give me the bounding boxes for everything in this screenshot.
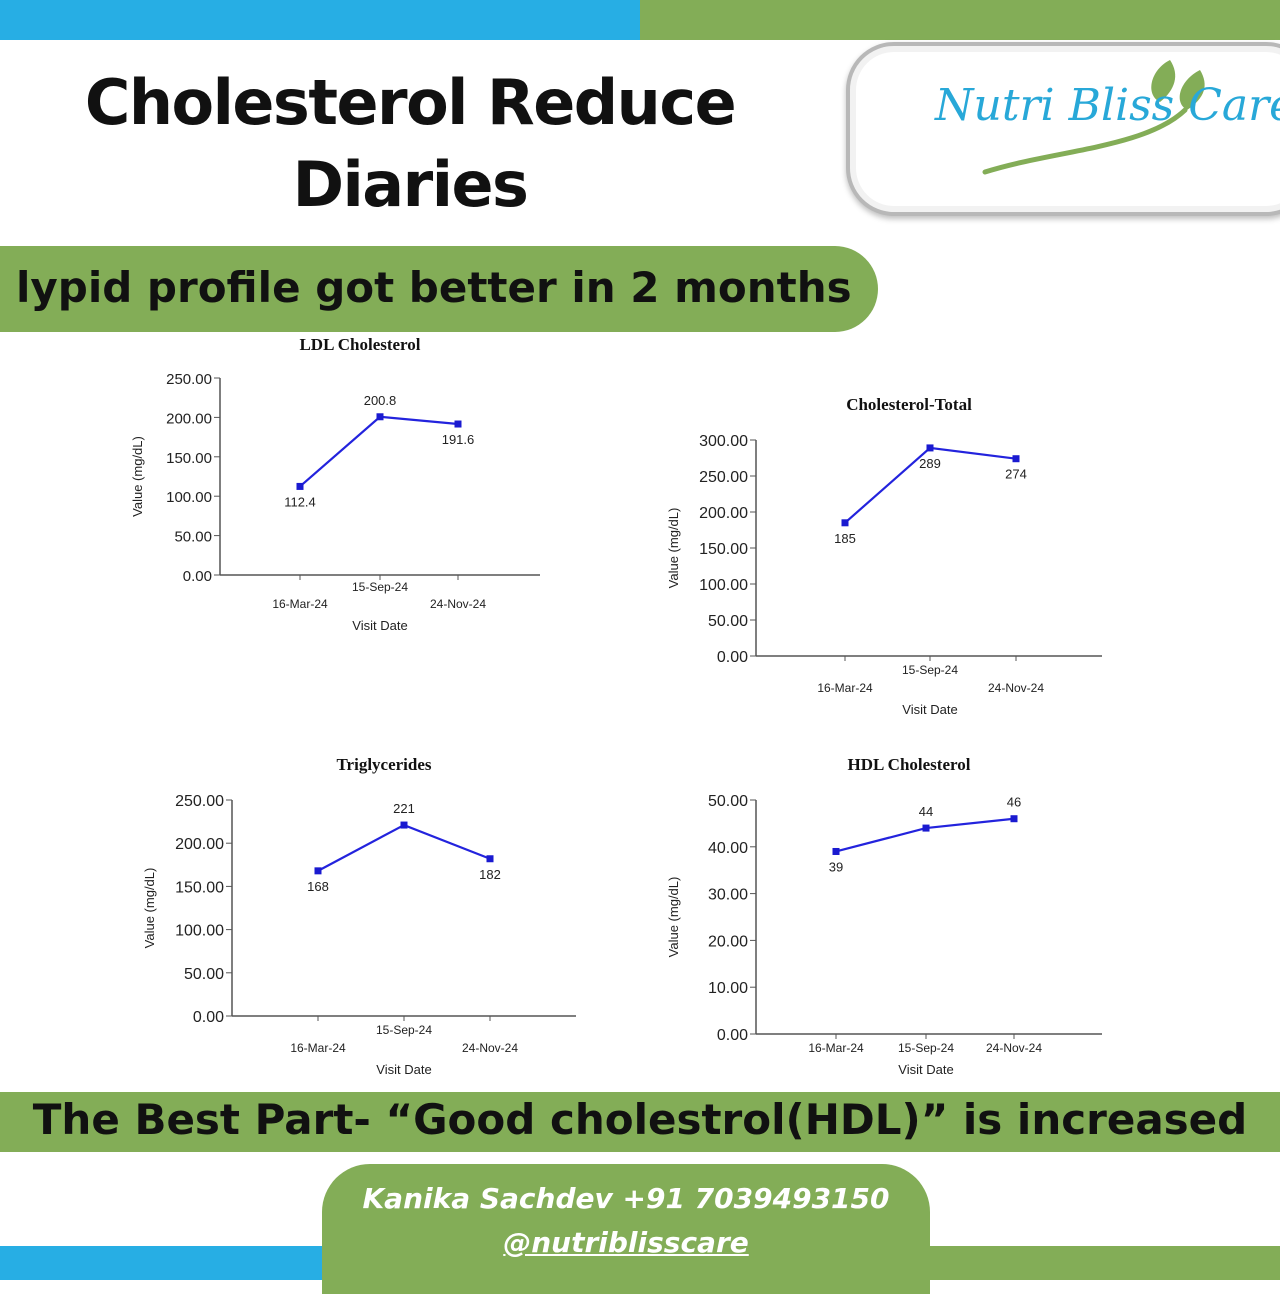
data-point-marker: [486, 855, 494, 863]
highlight-text: The Best Part- “Good cholestrol(HDL)” is…: [32, 1095, 1248, 1144]
data-label: 39: [829, 859, 843, 874]
leaf-swoosh-icon: [982, 60, 1205, 175]
y-tick-label: 40.00: [708, 840, 748, 857]
x-tick-label: 16-Mar-24: [290, 1041, 346, 1055]
data-label: 44: [919, 804, 933, 819]
data-point-marker: [296, 482, 304, 490]
triglycerides-chart: Triglycerides 0.00 50.00 100.00 150.00 200.00…: [142, 755, 576, 1077]
y-tick-label: 150.00: [166, 450, 212, 467]
series-line: [835, 817, 1015, 853]
chart-title: Triglycerides: [336, 755, 431, 774]
data-point-marker: [841, 519, 849, 527]
data-label: 289: [919, 456, 941, 471]
data-point-marker: [926, 444, 934, 452]
y-tick-label: 50.00: [174, 529, 212, 546]
y-tick-label: 200.00: [699, 505, 748, 522]
y-tick-label: 200.00: [166, 410, 212, 427]
title-line-2: Diaries: [292, 148, 529, 221]
y-tick-label: 0.00: [717, 649, 748, 666]
y-tick-label: 150.00: [175, 879, 224, 896]
logo-wordmark: Nutri Bliss Care: [935, 80, 1280, 131]
data-point-marker: [1010, 815, 1018, 823]
y-tick-label: 250.00: [166, 371, 212, 388]
series-line: [299, 415, 459, 488]
data-label: 112.4: [284, 494, 316, 509]
y-tick-label: 0.00: [183, 568, 212, 585]
subtitle-pill: [0, 246, 878, 332]
x-tick-label: 24-Nov-24: [430, 597, 486, 611]
chart-title: LDL Cholesterol: [299, 335, 420, 354]
y-tick-label: 200.00: [175, 836, 224, 853]
logo-card: [846, 42, 1280, 216]
contact-name-phone: Kanika Sachdev +91 7039493150: [362, 1182, 890, 1215]
chart-title: HDL Cholesterol: [848, 755, 971, 774]
y-tick-label: 20.00: [708, 933, 748, 950]
x-tick-label: 24-Nov-24: [986, 1041, 1042, 1055]
x-tick-label: 15-Sep-24: [902, 663, 958, 677]
data-point-marker: [1012, 455, 1020, 463]
page-title: Cholesterol Reduce Diaries: [40, 62, 780, 226]
hdl-cholesterol-chart: HDL Cholesterol 0.00 10.00 20.00 30.00 40.00 5…: [666, 755, 1102, 1077]
y-tick-label: 100.00: [699, 577, 748, 594]
data-point-marker: [314, 867, 322, 875]
data-point-marker: [832, 847, 840, 855]
y-tick-label: 50.00: [708, 793, 748, 810]
y-tick-label: 50.00: [184, 966, 224, 983]
x-axis-label: Visit Date: [352, 618, 407, 633]
y-axis-label: Value (mg/dL): [130, 436, 145, 517]
data-point-marker: [454, 420, 462, 428]
y-tick-label: 250.00: [699, 469, 748, 486]
data-label: 200.8: [364, 393, 397, 408]
data-label: 168: [307, 879, 329, 894]
top-blue-band: [0, 0, 640, 40]
ldl-cholesterol-chart: LDL Cholesterol 0.00 50.00 100.00 150.00 200.…: [130, 335, 540, 633]
cholesterol-total-chart: Cholesterol-Total 0.00 50.00 100.00 150.00 20…: [666, 395, 1102, 717]
highlight-band: [0, 1092, 1280, 1152]
data-point-marker: [922, 824, 930, 832]
data-point-marker: [400, 821, 408, 829]
y-tick-label: 10.00: [708, 980, 748, 997]
x-tick-label: 24-Nov-24: [462, 1041, 518, 1055]
y-tick-label: 0.00: [193, 1009, 224, 1026]
social-handle-link[interactable]: @nutriblisscare: [503, 1226, 749, 1259]
x-tick-label: 16-Mar-24: [817, 681, 873, 695]
y-tick-label: 50.00: [708, 613, 748, 630]
y-tick-label: 100.00: [166, 489, 212, 506]
data-label: 274: [1005, 467, 1027, 482]
chart-title: Cholesterol-Total: [846, 395, 972, 414]
y-tick-label: 30.00: [708, 887, 748, 904]
y-tick-label: 250.00: [175, 793, 224, 810]
x-tick-label: 15-Sep-24: [376, 1023, 432, 1037]
x-tick-label: 15-Sep-24: [898, 1041, 954, 1055]
x-axis-label: Visit Date: [376, 1062, 431, 1077]
y-axis-label: Value (mg/dL): [142, 868, 157, 949]
contact-pill: [322, 1164, 930, 1294]
x-axis-label: Visit Date: [898, 1062, 953, 1077]
series-line: [317, 823, 491, 872]
subtitle-text: lypid profile got better in 2 months: [16, 263, 852, 312]
data-label: 182: [479, 867, 501, 882]
y-tick-label: 0.00: [717, 1027, 748, 1044]
x-tick-label: 16-Mar-24: [808, 1041, 864, 1055]
x-tick-label: 16-Mar-24: [272, 597, 328, 611]
y-axis-label: Value (mg/dL): [666, 508, 681, 589]
top-green-band: [640, 0, 1280, 40]
data-label: 185: [834, 531, 856, 546]
data-label: 191.6: [442, 432, 475, 447]
data-label: 221: [393, 801, 415, 816]
data-point-marker: [376, 413, 384, 421]
title-line-1: Cholesterol Reduce: [84, 66, 737, 139]
x-tick-label: 24-Nov-24: [988, 681, 1044, 695]
x-axis-label: Visit Date: [902, 702, 957, 717]
y-tick-label: 300.00: [699, 433, 748, 450]
y-tick-label: 100.00: [175, 923, 224, 940]
data-label: 46: [1007, 795, 1021, 810]
y-axis-label: Value (mg/dL): [666, 877, 681, 958]
x-tick-label: 15-Sep-24: [352, 580, 408, 594]
y-tick-label: 150.00: [699, 541, 748, 558]
